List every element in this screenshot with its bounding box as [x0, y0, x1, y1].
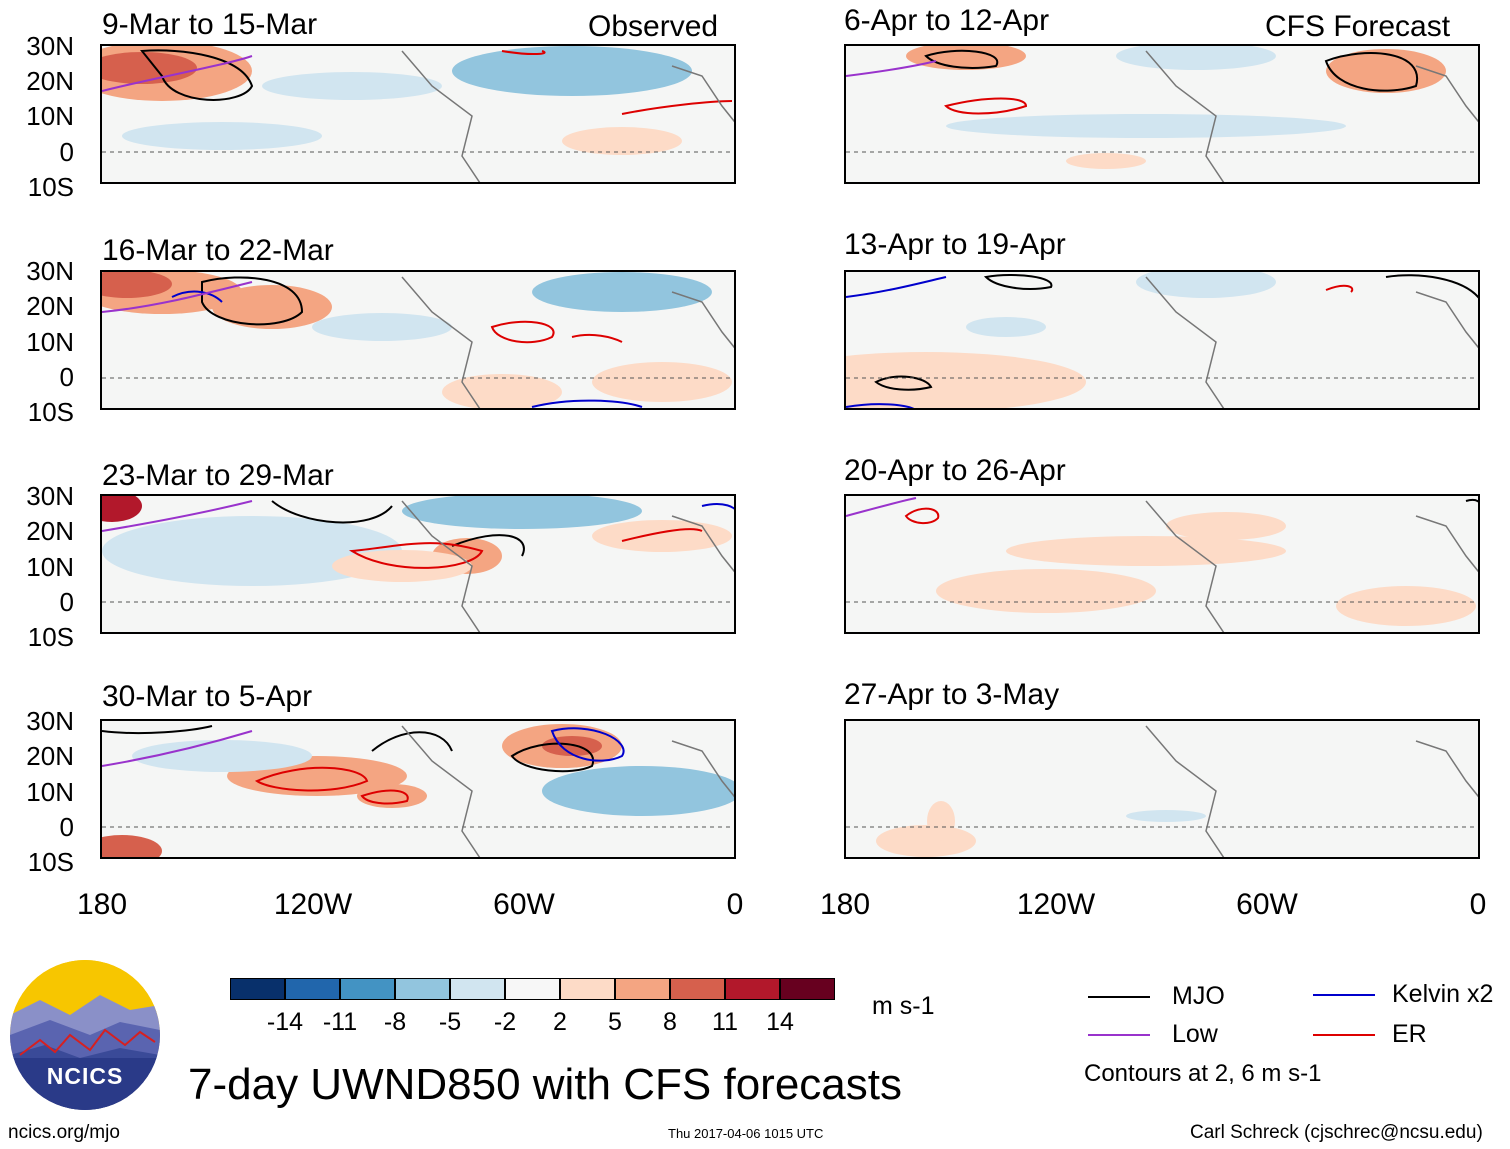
- y-label: 20N: [26, 516, 74, 546]
- legend-line-low: [1088, 1034, 1150, 1036]
- colorbar-swatch: [230, 978, 285, 1000]
- y-label: 20N: [26, 741, 74, 771]
- x-label: 0: [726, 888, 744, 921]
- y-label: 30N: [26, 256, 74, 286]
- legend-line-mjo: [1088, 996, 1150, 998]
- map-left-2-shading: [102, 272, 734, 408]
- colorbar-swatch: [725, 978, 780, 1000]
- legend-label-kelvin: Kelvin x2: [1392, 980, 1494, 1008]
- colorbar-label: 14: [766, 1008, 794, 1036]
- y-label: 20N: [26, 291, 74, 321]
- y-label: 10N: [26, 327, 74, 357]
- map-right-2-shading: [846, 272, 1478, 408]
- y-label: 10S: [27, 397, 74, 427]
- colorbar-swatch: [505, 978, 560, 1000]
- observed-label: Observed: [588, 10, 719, 43]
- colorbar-swatch: [395, 978, 450, 1000]
- map-panel-right-4: [844, 719, 1480, 859]
- y-label: 30N: [26, 31, 74, 61]
- colorbar-swatch: [615, 978, 670, 1000]
- legend-label-er: ER: [1392, 1020, 1427, 1048]
- panel-title-left-2: 16-Mar to 22-Mar: [102, 234, 334, 267]
- map-panel-right-1: [844, 44, 1480, 184]
- map-panel-left-2: [100, 270, 736, 410]
- colorbar-label: 8: [663, 1008, 677, 1036]
- map-panel-right-2: [844, 270, 1480, 410]
- colorbar-label: -8: [383, 1008, 407, 1036]
- map-panel-left-1: [100, 44, 736, 184]
- y-label: 20N: [26, 66, 74, 96]
- legend-line-er: [1313, 1034, 1375, 1036]
- contour-note: Contours at 2, 6 m s-1: [1084, 1060, 1322, 1087]
- logo-landscape-icon: [10, 960, 160, 1110]
- map-left-1-shading: [102, 46, 734, 182]
- colorbar-label: 5: [608, 1008, 622, 1036]
- y-label: 0: [59, 587, 74, 617]
- map-left-4-shading: [102, 724, 734, 857]
- colorbar-label: 11: [712, 1008, 738, 1036]
- colorbar-label: -14: [266, 1008, 304, 1036]
- colorbar-label: -2: [493, 1008, 517, 1036]
- y-label: 0: [59, 137, 74, 167]
- colorbar-swatch: [450, 978, 505, 1000]
- map-panel-left-3: [100, 494, 736, 634]
- legend-label-mjo: MJO: [1172, 982, 1225, 1010]
- x-label: 180: [76, 888, 128, 921]
- footer-url[interactable]: ncics.org/mjo: [8, 1122, 120, 1143]
- chart-title: 7-day UWND850 with CFS forecasts: [188, 1060, 902, 1109]
- y-label: 0: [59, 362, 74, 392]
- y-label: 10N: [26, 101, 74, 131]
- colorbar-swatch: [340, 978, 395, 1000]
- ncics-logo: NCICS: [10, 960, 160, 1110]
- colorbar-swatch: [780, 978, 835, 1000]
- y-label: 10N: [26, 777, 74, 807]
- panel-title-right-1: 6-Apr to 12-Apr: [844, 4, 1050, 37]
- map-left-3-shading: [102, 496, 734, 632]
- footer-author: Carl Schreck (cjschrec@ncsu.edu): [1190, 1122, 1483, 1143]
- legend-line-kelvin: [1313, 994, 1375, 996]
- x-label: 120W: [1016, 888, 1096, 921]
- y-label: 30N: [26, 706, 74, 736]
- map-right-3-shading: [846, 497, 1478, 632]
- y-label: 30N: [26, 481, 74, 511]
- forecast-label: CFS Forecast: [1265, 10, 1451, 43]
- logo-text: NCICS: [46, 1063, 124, 1089]
- x-label: 180: [819, 888, 871, 921]
- y-label: 10S: [27, 847, 74, 877]
- y-label: 0: [59, 812, 74, 842]
- colorbar-label: -11: [322, 1008, 358, 1036]
- colorbar-swatch: [670, 978, 725, 1000]
- y-label: 10S: [27, 172, 74, 202]
- x-label: 120W: [273, 888, 353, 921]
- y-label: 10N: [26, 552, 74, 582]
- panel-title-left-3: 23-Mar to 29-Mar: [102, 459, 334, 492]
- footer-timestamp: Thu 2017-04-06 1015 UTC: [668, 1126, 824, 1141]
- map-panel-left-4: [100, 719, 736, 859]
- colorbar-label: -5: [438, 1008, 462, 1036]
- x-label: 60W: [493, 888, 555, 921]
- panel-title-right-4: 27-Apr to 3-May: [844, 678, 1060, 711]
- panel-title-right-3: 20-Apr to 26-Apr: [844, 454, 1066, 487]
- panel-title-right-2: 13-Apr to 19-Apr: [844, 228, 1066, 261]
- panel-title-left-1: 9-Mar to 15-Mar: [102, 8, 318, 41]
- map-right-4-shading: [846, 725, 1478, 857]
- colorbar-swatch: [285, 978, 340, 1000]
- legend-label-low: Low: [1172, 1020, 1218, 1048]
- colorbar-swatch: [560, 978, 615, 1000]
- y-label: 10S: [27, 622, 74, 652]
- colorbar-label: 2: [553, 1008, 567, 1036]
- x-label: 60W: [1236, 888, 1298, 921]
- colorbar-units: m s-1: [872, 992, 935, 1020]
- map-panel-right-3: [844, 494, 1480, 634]
- panel-title-left-4: 30-Mar to 5-Apr: [102, 680, 313, 713]
- map-right-1-shading: [846, 46, 1478, 182]
- x-label: 0: [1469, 888, 1487, 921]
